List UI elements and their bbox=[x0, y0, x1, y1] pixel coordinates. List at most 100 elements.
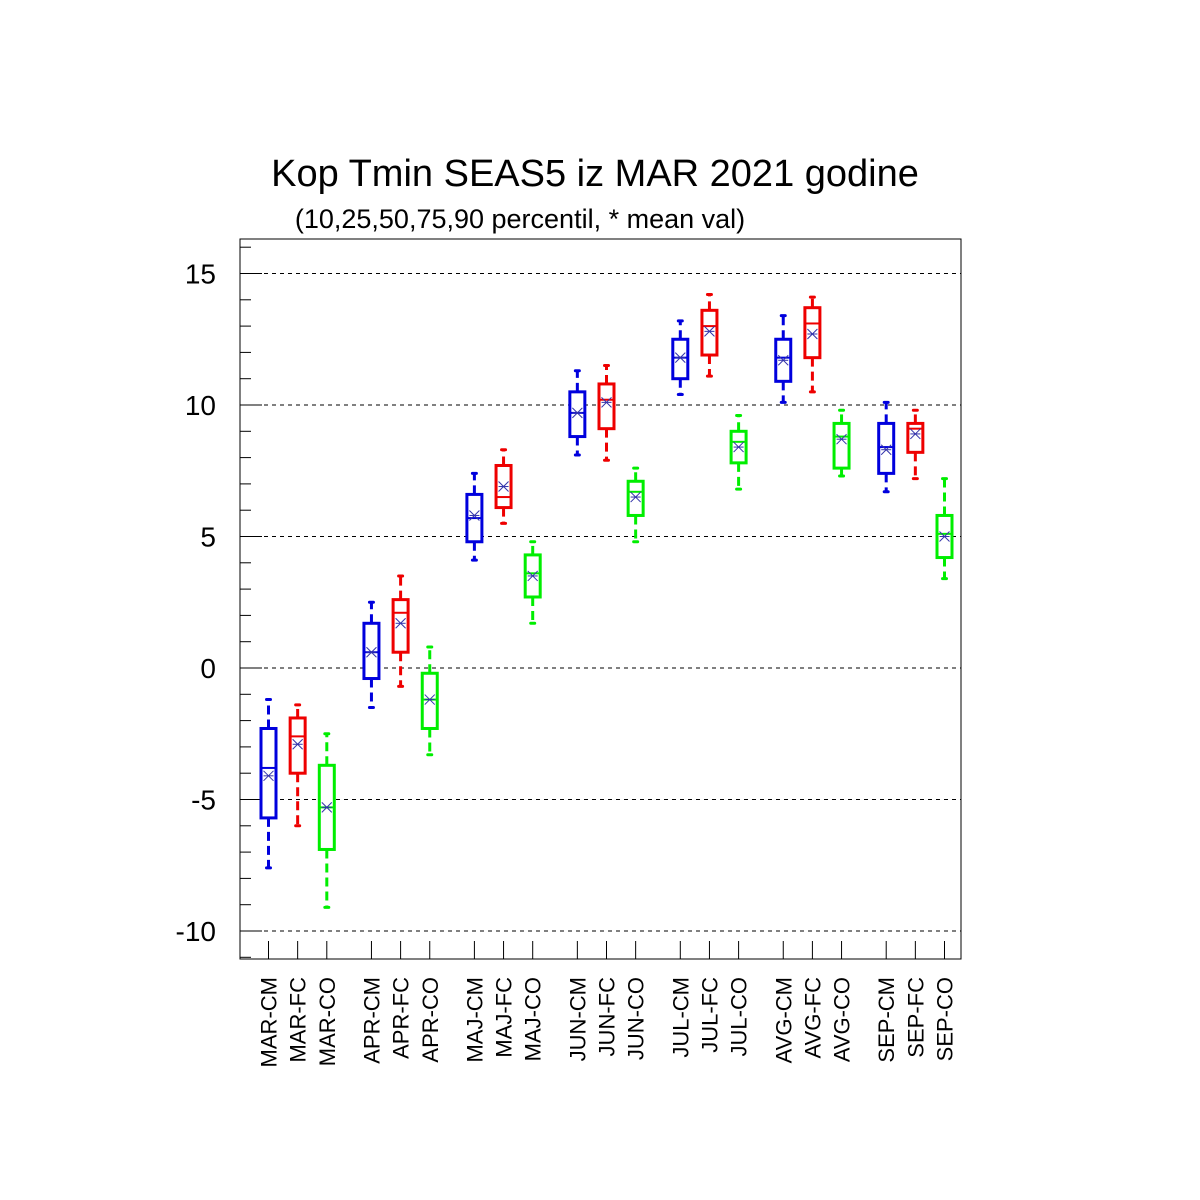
x-tick-label: AVG-CO bbox=[830, 977, 855, 1062]
x-tick-label: MAR-CM bbox=[257, 977, 282, 1067]
x-tick-label: APR-CO bbox=[418, 977, 443, 1063]
mean-stroke bbox=[601, 397, 612, 408]
mean-stroke bbox=[704, 326, 715, 337]
box-avg-cm bbox=[774, 314, 793, 404]
mean-marker bbox=[366, 646, 377, 658]
x-tick-label: AVG-CM bbox=[771, 977, 796, 1063]
mean-stroke bbox=[630, 491, 642, 503]
mean-marker bbox=[601, 397, 612, 408]
mean-stroke bbox=[292, 738, 304, 750]
box-apr-co bbox=[420, 645, 439, 757]
mean-marker bbox=[880, 444, 892, 456]
mean-marker bbox=[777, 354, 789, 366]
mean-stroke bbox=[321, 802, 333, 813]
y-tick-label: -10 bbox=[176, 916, 216, 947]
mean-marker bbox=[909, 428, 921, 440]
mean-stroke bbox=[498, 481, 509, 492]
box-jul-co bbox=[729, 414, 748, 491]
box-sep-co bbox=[935, 477, 954, 581]
x-tick-label: JUL-CO bbox=[727, 977, 752, 1056]
mean-marker bbox=[807, 328, 818, 340]
x-tick-label: MAR-FC bbox=[286, 977, 311, 1063]
box-apr-fc bbox=[391, 574, 410, 688]
x-tick-label: JUN-FC bbox=[595, 977, 620, 1057]
x-tick-label: JUL-FC bbox=[697, 977, 722, 1053]
box-avg-co bbox=[832, 408, 851, 478]
mean-stroke bbox=[733, 441, 744, 453]
box-avg-fc bbox=[803, 295, 822, 394]
x-tick-label: JUN-CO bbox=[624, 977, 649, 1060]
iqr-box bbox=[288, 716, 307, 775]
mean-marker bbox=[674, 352, 686, 364]
chart-title: Kop Tmin SEAS5 iz MAR 2021 godine bbox=[271, 153, 919, 195]
mean-marker bbox=[469, 510, 480, 521]
iqr-box bbox=[700, 308, 719, 357]
y-tick-label: 15 bbox=[185, 259, 216, 290]
mean-stroke bbox=[469, 510, 480, 521]
mean-stroke bbox=[939, 531, 950, 542]
y-axis: -10 -5 0 5 10 15 bbox=[176, 246, 262, 958]
iqr-box bbox=[391, 598, 410, 654]
y-tick-label: -5 bbox=[191, 785, 216, 816]
mean-stroke bbox=[366, 646, 377, 658]
x-tick-label: SEP-FC bbox=[903, 977, 928, 1058]
mean-stroke bbox=[909, 428, 921, 440]
x-tick-label: MAJ-CM bbox=[462, 977, 487, 1063]
iqr-box bbox=[362, 621, 381, 681]
box-jun-cm bbox=[568, 369, 587, 457]
box-sep-fc bbox=[906, 408, 925, 481]
mean-marker bbox=[630, 491, 642, 503]
mean-marker bbox=[424, 694, 436, 705]
box-mar-co bbox=[317, 732, 336, 909]
mean-stroke bbox=[395, 617, 406, 629]
mean-stroke bbox=[807, 328, 818, 340]
mean-marker bbox=[733, 441, 744, 453]
box-series bbox=[259, 293, 954, 909]
box-sep-cm bbox=[877, 400, 896, 494]
mean-marker bbox=[527, 570, 539, 582]
chart-subtitle: (10,25,50,75,90 percentil, * mean val) bbox=[295, 204, 745, 234]
mean-stroke bbox=[836, 433, 847, 445]
box-jun-co bbox=[626, 466, 645, 544]
mean-marker bbox=[939, 531, 950, 542]
iqr-box bbox=[877, 421, 896, 475]
iqr-box bbox=[597, 382, 616, 431]
box-maj-cm bbox=[465, 471, 484, 562]
box-mar-fc bbox=[288, 703, 307, 828]
iqr-box bbox=[832, 421, 851, 470]
x-tick-label: JUL-CM bbox=[668, 977, 693, 1058]
iqr-box bbox=[803, 306, 822, 360]
x-tick-label: AVG-FC bbox=[800, 977, 825, 1059]
box-apr-cm bbox=[362, 600, 381, 709]
box-maj-fc bbox=[494, 448, 513, 525]
x-tick-label: MAJ-CO bbox=[521, 977, 546, 1061]
iqr-box bbox=[671, 337, 690, 381]
mean-marker bbox=[571, 407, 583, 419]
mean-marker bbox=[263, 770, 274, 782]
mean-marker bbox=[498, 481, 509, 492]
mean-stroke bbox=[880, 444, 892, 456]
box-jul-fc bbox=[700, 293, 719, 378]
mean-marker bbox=[704, 326, 715, 337]
y-tick-label: 0 bbox=[200, 653, 216, 684]
mean-stroke bbox=[674, 352, 686, 364]
mean-marker bbox=[836, 433, 847, 445]
mean-marker bbox=[395, 617, 406, 629]
mean-marker bbox=[321, 802, 333, 813]
mean-marker bbox=[292, 738, 304, 750]
iqr-box bbox=[626, 479, 645, 517]
grid-lines bbox=[240, 273, 961, 932]
y-tick-label: 10 bbox=[185, 390, 216, 421]
plot-frame bbox=[239, 238, 962, 960]
iqr-box bbox=[420, 671, 439, 730]
iqr-box bbox=[568, 390, 587, 439]
y-tick-label: 5 bbox=[200, 522, 216, 553]
mean-stroke bbox=[263, 770, 274, 782]
mean-stroke bbox=[424, 694, 436, 705]
mean-stroke bbox=[571, 407, 583, 419]
x-tick-label: APR-FC bbox=[389, 977, 414, 1059]
x-tick-label: SEP-CO bbox=[933, 977, 958, 1061]
box-mar-cm bbox=[259, 698, 278, 870]
x-tick-label: APR-CM bbox=[359, 977, 384, 1064]
